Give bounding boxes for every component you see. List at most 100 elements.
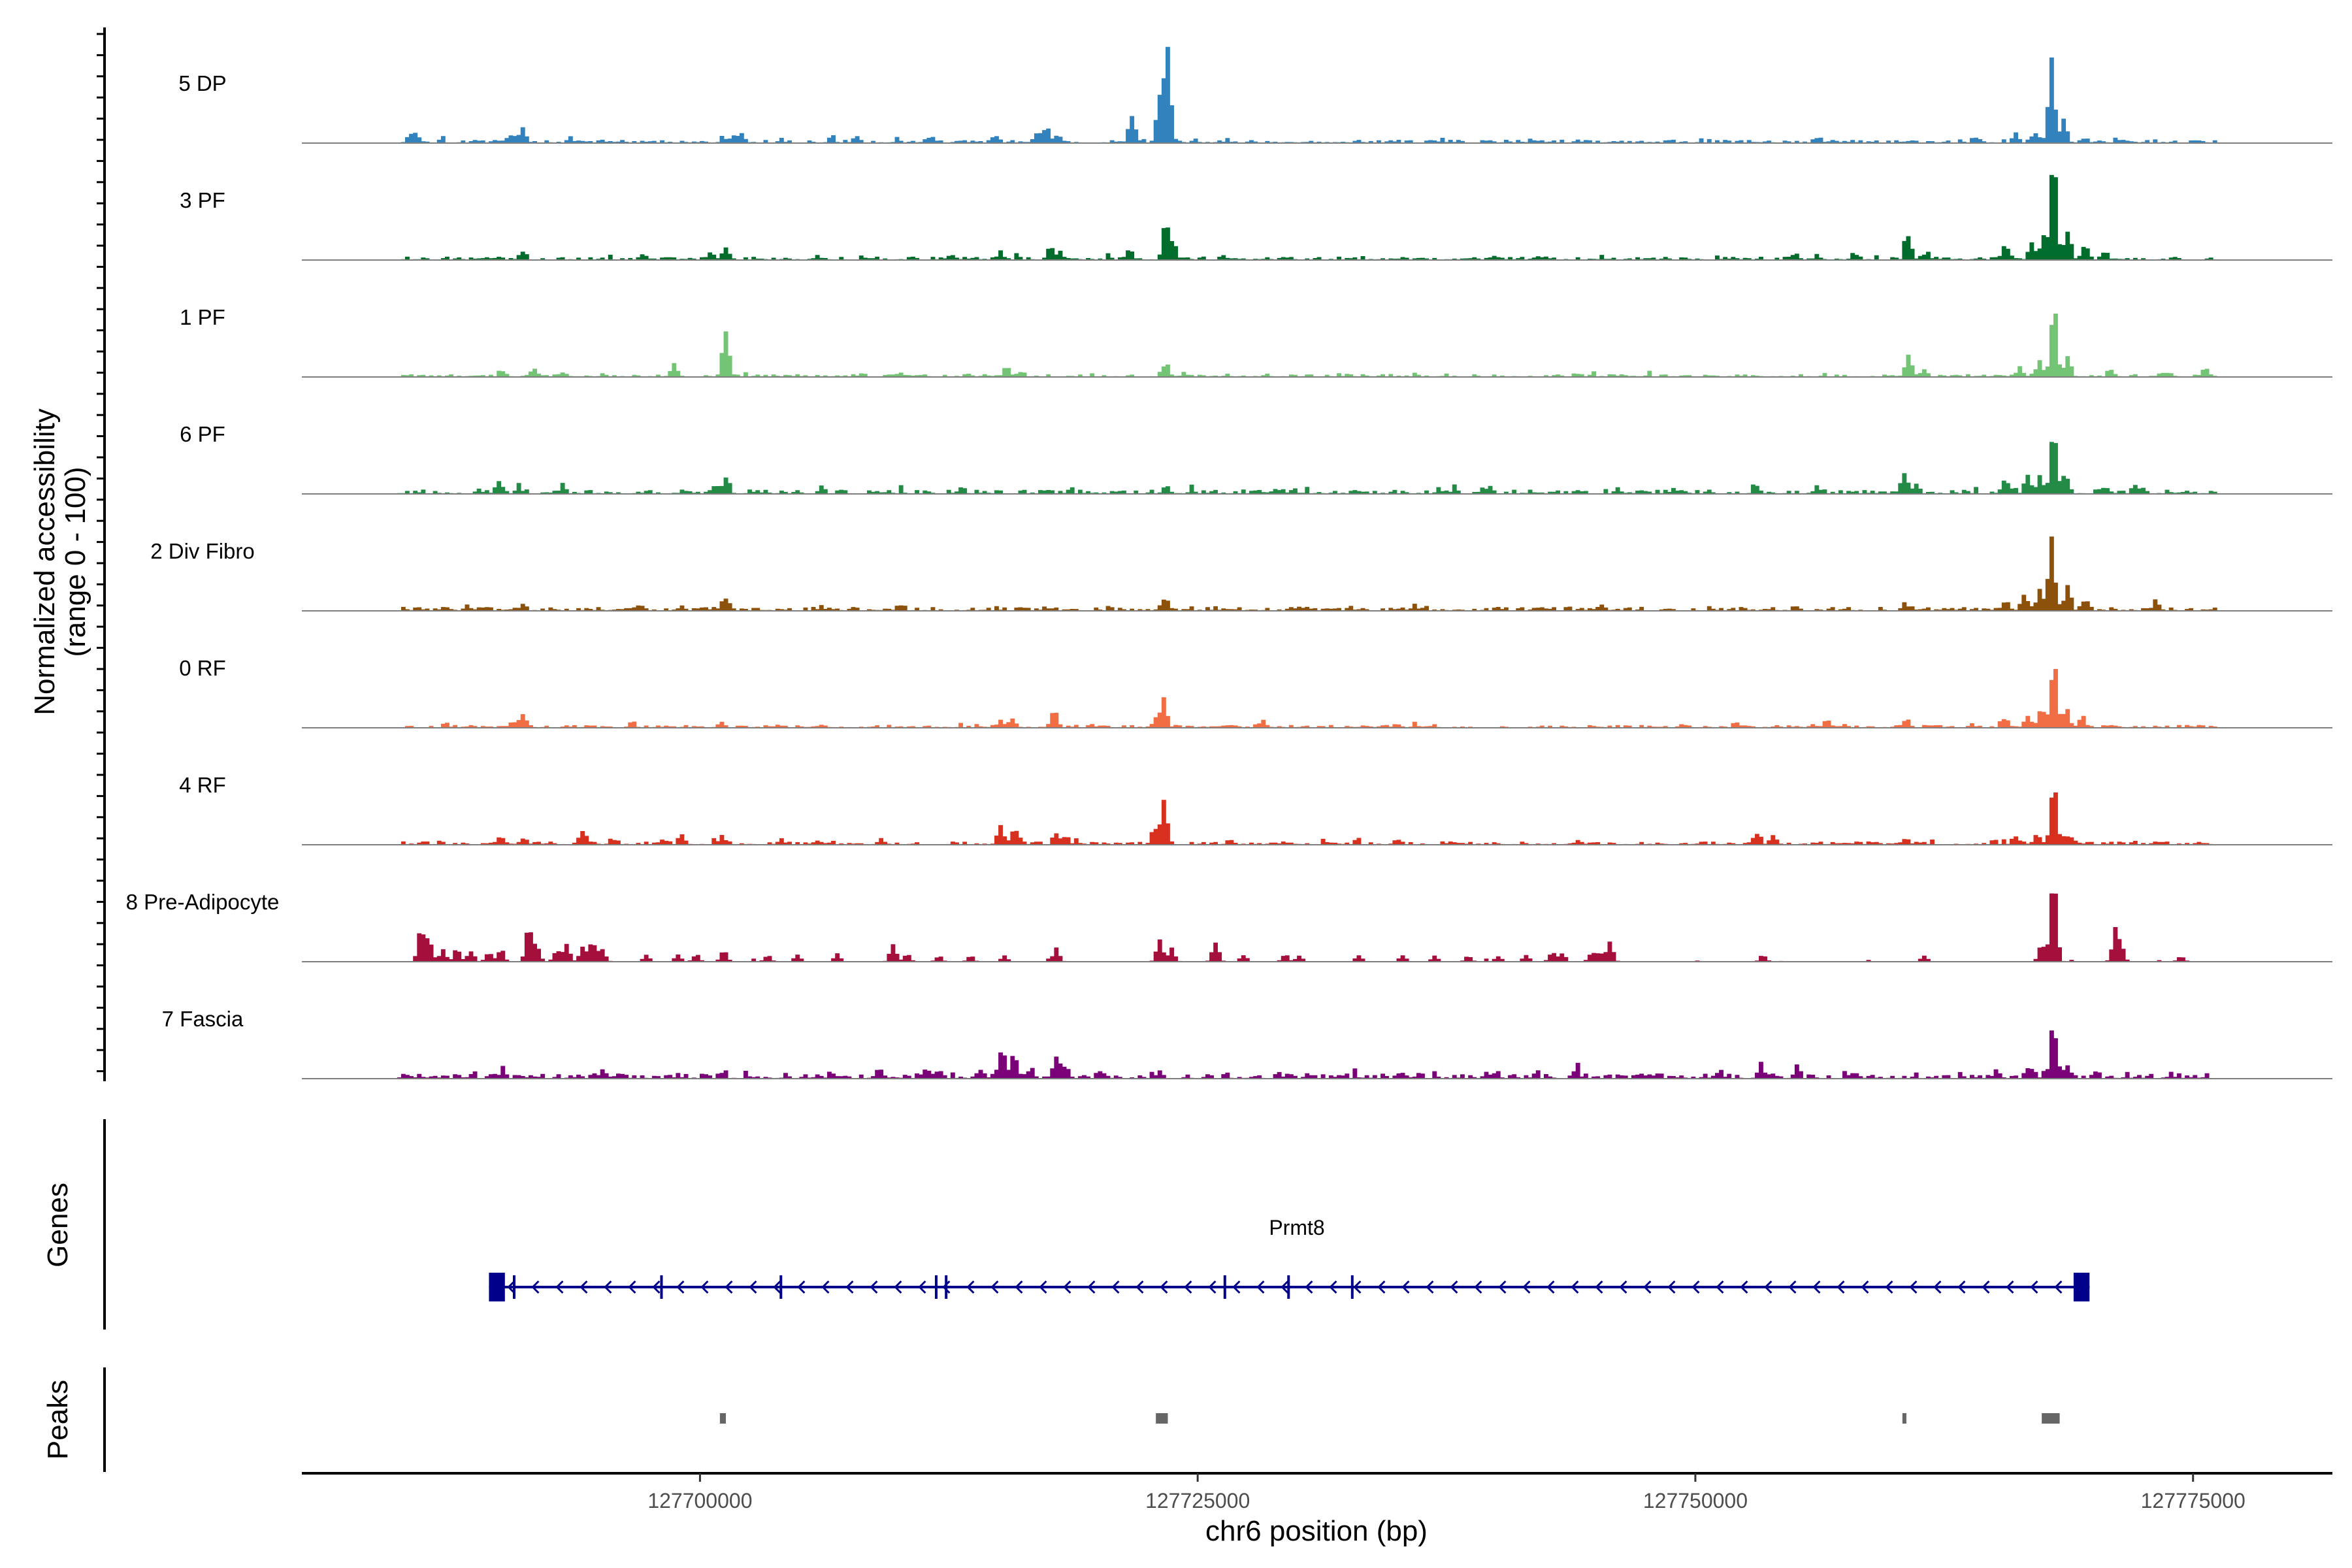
x-tick-label: 127700000	[647, 1489, 752, 1512]
strand-arrow	[1474, 1280, 1482, 1294]
strand-arrow	[966, 1280, 975, 1294]
strand-arrow	[797, 1280, 806, 1294]
strand-arrow	[604, 1280, 612, 1294]
strand-arrow	[1595, 1280, 1603, 1294]
track-coverage	[397, 174, 2217, 261]
track-4: 2 Div Fibro	[150, 536, 2332, 612]
strand-arrow	[821, 1280, 830, 1294]
strand-arrow	[1450, 1280, 1458, 1294]
tracks-y-ticks	[97, 33, 105, 1073]
gene-exon	[512, 1275, 515, 1299]
strand-arrow	[1957, 1280, 1966, 1294]
strand-arrow	[1498, 1280, 1507, 1294]
strand-arrow	[628, 1280, 636, 1294]
strand-arrow	[1522, 1280, 1531, 1294]
track-coverage	[397, 792, 2217, 845]
track-3: 6 PF	[180, 422, 2332, 495]
strand-arrow	[1256, 1280, 1265, 1294]
track-label: 0 RF	[179, 656, 226, 680]
track-8: 7 Fascia	[162, 1007, 2332, 1079]
track-coverage	[397, 442, 2217, 495]
track-label: 2 Div Fibro	[150, 539, 255, 563]
track-coverage	[397, 668, 2217, 728]
strand-arrow	[2054, 1280, 2063, 1294]
gene-exon	[779, 1275, 783, 1299]
strand-arrow	[942, 1280, 951, 1294]
strand-arrow	[918, 1280, 926, 1294]
track-coverage	[397, 314, 2217, 378]
track-label: 8 Pre-Adipocyte	[126, 890, 280, 914]
genes-axis-title: Genes	[42, 1183, 74, 1267]
strand-arrow	[652, 1280, 661, 1294]
strand-arrow	[1861, 1280, 1869, 1294]
strand-arrow	[1571, 1280, 1579, 1294]
strand-arrow	[2006, 1280, 2014, 1294]
strand-arrow	[1353, 1280, 1362, 1294]
track-label: 3 PF	[180, 188, 225, 212]
gene-name-label: Prmt8	[1269, 1216, 1324, 1239]
track-label: 7 Fascia	[162, 1007, 244, 1031]
strand-arrow	[1039, 1280, 1047, 1294]
coverage-tracks: 5 DP 3 PF 1 PF 6 PF 2 Div Fibro 0 RF 4 RF 8 Pre…	[126, 46, 2332, 1079]
strand-arrow	[749, 1280, 757, 1294]
gene-exon	[945, 1275, 948, 1299]
strand-arrow	[1015, 1280, 1023, 1294]
strand-arrow	[1788, 1280, 1797, 1294]
strand-arrow	[531, 1280, 540, 1294]
strand-arrow	[1377, 1280, 1386, 1294]
track-label: 5 DP	[178, 71, 226, 95]
strand-arrow	[870, 1280, 878, 1294]
track-1: 3 PF	[180, 174, 2332, 261]
strand-arrow	[725, 1280, 733, 1294]
track-coverage	[397, 893, 2217, 962]
x-axis-ticks: 127700000 127725000 127750000 127775000	[647, 1473, 2246, 1512]
peaks-axis-title: Peaks	[42, 1380, 74, 1460]
track-2: 1 PF	[180, 305, 2332, 378]
peak-region	[719, 1413, 727, 1424]
gene-exon	[1287, 1275, 1290, 1299]
track-label: 1 PF	[180, 305, 225, 329]
strand-arrow	[555, 1280, 564, 1294]
gene-exon	[489, 1273, 505, 1301]
gene-exon	[1350, 1275, 1354, 1299]
track-coverage	[397, 536, 2217, 612]
strand-arrow	[1087, 1280, 1096, 1294]
strand-arrow	[580, 1280, 588, 1294]
track-0: 5 DP	[178, 46, 2332, 144]
strand-arrow	[1716, 1280, 1724, 1294]
peak-regions	[719, 1413, 2060, 1424]
strand-arrow	[1281, 1280, 1289, 1294]
track-coverage	[397, 1030, 2217, 1079]
strand-arrow	[1208, 1280, 1217, 1294]
gene-exon	[2073, 1273, 2090, 1301]
strand-arrow	[1232, 1280, 1241, 1294]
strand-arrow	[1982, 1280, 1990, 1294]
strand-arrow	[1401, 1280, 1410, 1294]
strand-arrow	[1812, 1280, 1821, 1294]
track-label: 6 PF	[180, 422, 225, 446]
strand-arrow	[1909, 1280, 1918, 1294]
track-7: 8 Pre-Adipocyte	[126, 890, 2332, 962]
y-axis-title-line2: (range 0 - 100)	[59, 466, 91, 657]
strand-arrow	[676, 1280, 685, 1294]
strand-arrow	[700, 1280, 709, 1294]
x-tick-label: 127750000	[1643, 1489, 1748, 1512]
strand-arrow	[1135, 1280, 1144, 1294]
x-tick-label: 127725000	[1145, 1489, 1250, 1512]
strand-arrow	[1329, 1280, 1337, 1294]
strand-arrow	[507, 1280, 515, 1294]
strand-arrow	[1740, 1280, 1748, 1294]
track-5: 0 RF	[179, 656, 2332, 728]
strand-arrow	[990, 1280, 999, 1294]
gene-exon	[1223, 1275, 1226, 1299]
strand-arrow	[2030, 1280, 2038, 1294]
strand-arrow	[1184, 1280, 1192, 1294]
gene-exon	[934, 1275, 938, 1299]
y-axis-title-line1: Normalized accessibility	[29, 408, 61, 715]
track-coverage	[397, 46, 2217, 144]
strand-arrow	[1691, 1280, 1700, 1294]
strand-arrow	[1111, 1280, 1120, 1294]
peak-region	[2042, 1413, 2060, 1424]
strand-arrow	[1063, 1280, 1071, 1294]
gene-annotation: Prmt8	[489, 1216, 2090, 1301]
